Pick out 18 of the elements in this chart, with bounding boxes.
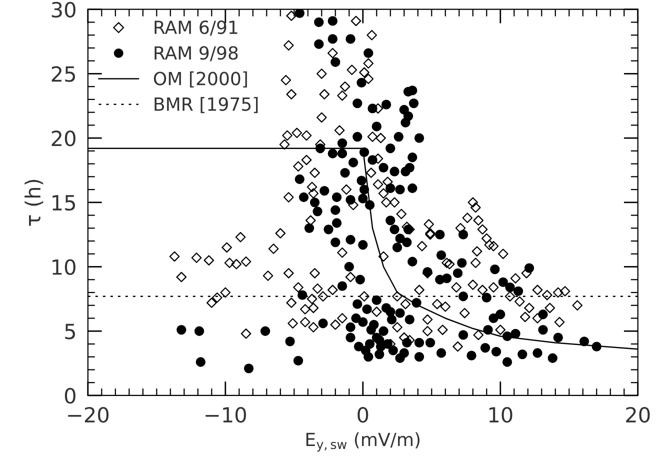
y-tick-label: 25	[52, 66, 75, 82]
x-tick-label: 0	[358, 406, 368, 423]
y-tick-label: 5	[65, 324, 75, 340]
legend-label: BMR [1975]	[154, 96, 258, 114]
x-tick-label: 10	[489, 406, 512, 423]
x-tick-label: 20	[626, 406, 650, 423]
x-axis-title: E$_{y,sw}$ (mV/m)	[306, 432, 420, 452]
y-tick-label: 30	[52, 2, 76, 18]
y-tick-label: 0	[64, 388, 76, 404]
y-tick-label: 20	[52, 130, 76, 146]
x-tick-label: −10	[206, 406, 246, 423]
x-tick-label: −20	[68, 406, 109, 423]
legend-label: RAM 6/91	[154, 20, 238, 36]
legend-label: OM [2000]	[154, 71, 247, 88]
y-tick-label: 10	[52, 259, 76, 275]
y-axis-title: τ (h)	[24, 180, 44, 226]
y-tick-label: 15	[52, 195, 75, 211]
legend-label: RAM 9/98	[154, 46, 238, 62]
